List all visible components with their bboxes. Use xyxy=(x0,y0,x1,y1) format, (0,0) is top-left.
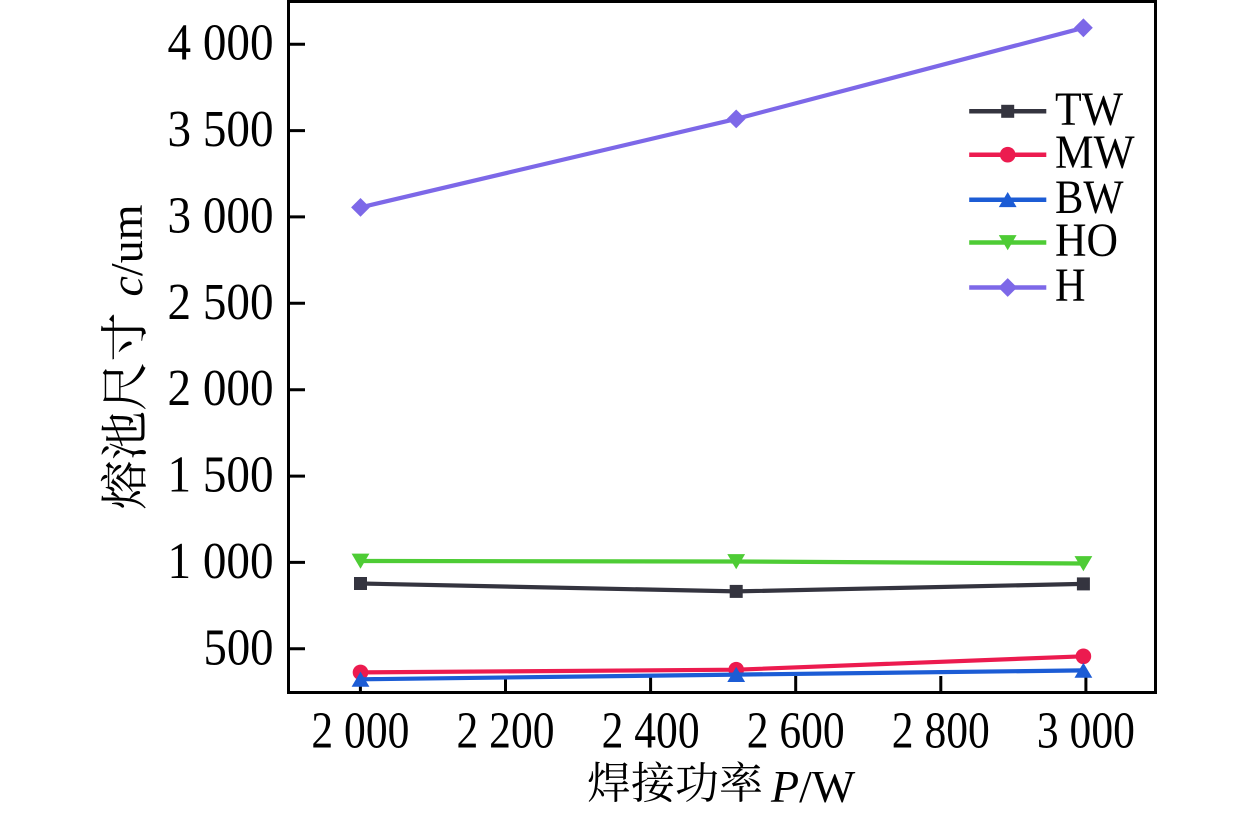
svg-text:TW: TW xyxy=(1055,83,1124,136)
svg-text:HO: HO xyxy=(1055,214,1118,267)
svg-text:2 500: 2 500 xyxy=(168,274,274,331)
svg-text:2 400: 2 400 xyxy=(602,703,700,760)
svg-text:2 000: 2 000 xyxy=(168,360,274,417)
svg-text:MW: MW xyxy=(1055,126,1135,179)
svg-text:3 000: 3 000 xyxy=(1037,703,1135,760)
svg-text:c/um: c/um xyxy=(101,204,152,296)
svg-text:2 000: 2 000 xyxy=(311,703,409,760)
svg-text:2 200: 2 200 xyxy=(457,703,555,760)
svg-text:P/W: P/W xyxy=(770,761,856,812)
svg-text:H: H xyxy=(1055,259,1086,312)
svg-text:500: 500 xyxy=(204,619,274,676)
svg-text:4 000: 4 000 xyxy=(168,15,274,72)
svg-text:3 500: 3 500 xyxy=(168,101,274,158)
svg-text:1 000: 1 000 xyxy=(168,533,274,590)
svg-text:2 600: 2 600 xyxy=(747,703,845,760)
svg-text:2 800: 2 800 xyxy=(892,703,990,760)
svg-text:BW: BW xyxy=(1055,171,1124,224)
svg-text:1 500: 1 500 xyxy=(168,447,274,504)
svg-text:3 000: 3 000 xyxy=(168,187,274,244)
